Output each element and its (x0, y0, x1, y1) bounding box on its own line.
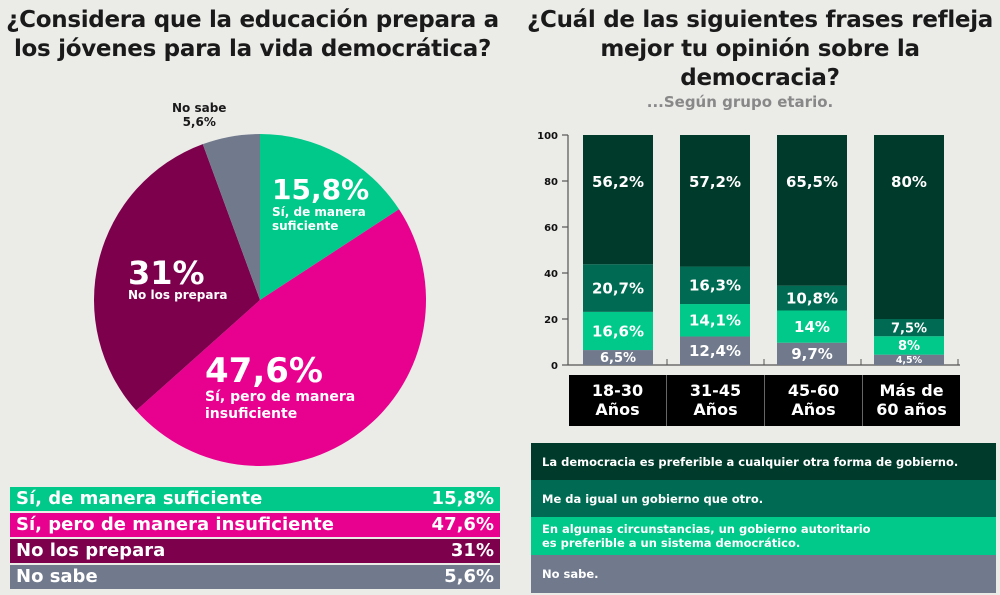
age-line2: Años (595, 400, 640, 419)
bar-data-label: 9,7% (791, 345, 833, 363)
bar-segment (777, 310, 847, 343)
pie-legend: Sí, de manera suficiente 15,8% Sí, pero d… (10, 487, 500, 591)
bar-segment (680, 336, 750, 365)
y-tick-label: 60 (544, 223, 558, 234)
legend-label: Me da igual un gobierno que otro. (542, 491, 764, 506)
age-group-label: 18-30 Años (569, 375, 667, 426)
pie-value-noprepara: 31% (128, 254, 205, 292)
bar-data-label: 8% (898, 339, 920, 354)
legend-label: No sabe. (542, 567, 599, 581)
bar-data-label: 80% (891, 173, 927, 191)
bar-data-label: 4,5% (896, 355, 923, 366)
bar-segment (874, 336, 944, 355)
bar-segment (874, 354, 944, 365)
bar-data-label: 10,8% (786, 289, 838, 307)
age-group-axis: 18-30 Años 31-45 Años 45-60 Años Más de 60 a… (569, 375, 960, 426)
bar-segment (583, 311, 653, 351)
pie-label-nosabe: No sabe 5,6% (172, 101, 226, 129)
bar-segment (777, 135, 847, 286)
pie-slice (202, 134, 260, 300)
pie-slice (260, 134, 400, 300)
bar-legend-row: La democracia es preferible a cualquier … (531, 443, 996, 480)
legend-label: No los prepara (16, 540, 166, 561)
y-tick-label: 80 (544, 177, 558, 188)
age-line2: Años (693, 400, 738, 419)
age-line1: 31-45 (689, 381, 742, 400)
pie-text-suficiente: Sí, de manera suficiente (272, 205, 366, 233)
pie-legend-row: No los prepara 31% (10, 539, 500, 565)
pie-text-insuficiente: Sí, pero de manera insuficiente (205, 389, 356, 422)
bar-data-label: 57,2% (689, 173, 741, 191)
pie-legend-row: Sí, pero de manera insuficiente 47,6% (10, 513, 500, 539)
bar-data-label: 16,6% (592, 322, 644, 340)
bar-segment (583, 264, 653, 312)
legend-value: 5,6% (444, 566, 494, 587)
pie-value-nosabe: 5,6% (182, 115, 216, 129)
age-line1: 45-60 (787, 381, 840, 400)
legend-value: 47,6% (431, 514, 494, 535)
legend-label: La democracia es preferible a cualquier … (542, 454, 959, 469)
y-tick-label: 100 (537, 131, 558, 142)
bar-data-label: 56,2% (592, 173, 644, 191)
age-line1: Más de (879, 381, 944, 400)
bar-segment (874, 135, 944, 319)
bar-segment (680, 266, 750, 305)
bar-data-label: 12,4% (689, 342, 741, 360)
legend-value: 15,8% (431, 488, 494, 509)
bar-data-label: 14% (794, 318, 830, 336)
bar-legend-row: No sabe. (531, 555, 996, 593)
bar-segment (777, 342, 847, 365)
bar-data-label: 14,1% (689, 312, 741, 330)
age-group-label: Más de 60 años (863, 375, 960, 426)
y-tick-label: 0 (551, 361, 558, 372)
pie-label-suficiente: 15,8% Sí, de manera suficiente (272, 173, 382, 234)
bar-legend-row: Me da igual un gobierno que otro. (531, 480, 996, 517)
pie-text-noprepara: No los prepara (128, 288, 228, 302)
pie-text-nosabe: No sabe (172, 101, 227, 115)
pie-value-insuficiente: 47,6% (205, 351, 323, 391)
pie-slice (136, 209, 426, 466)
legend-label: En algunas circunstancias, un gobierno a… (542, 522, 871, 550)
bar-segment (583, 135, 653, 265)
pie-value-suficiente: 15,8% (272, 173, 370, 206)
pie-chart-title: ¿Considera que la educación prepara a lo… (6, 7, 499, 62)
age-line2: 60 años (876, 400, 947, 419)
legend-value: 31% (450, 540, 494, 561)
age-group-label: 45-60 Años (765, 375, 863, 426)
bar-segment (777, 285, 847, 311)
age-group-label: 31-45 Años (667, 375, 765, 426)
legend-label: Sí, pero de manera insuficiente (16, 514, 334, 535)
bar-legend: La democracia es preferible a cualquier … (531, 443, 996, 593)
pie-label-insuficiente: 47,6% Sí, pero de manera insuficiente (205, 353, 375, 423)
age-line2: Años (791, 400, 836, 419)
bar-data-label: 16,3% (689, 277, 741, 295)
y-tick-label: 40 (544, 269, 558, 280)
pie-legend-row: No sabe 5,6% (10, 565, 500, 591)
bar-segment (874, 319, 944, 337)
age-line1: 18-30 (591, 381, 644, 400)
bar-data-label: 6,5% (600, 351, 636, 366)
bar-chart-subtitle: ...Según grupo etario. (646, 93, 834, 111)
bar-data-label: 20,7% (592, 279, 644, 297)
legend-label: Sí, de manera suficiente (16, 488, 263, 509)
legend-label: No sabe (16, 566, 98, 587)
pie-label-noprepara: 31% No los prepara (128, 254, 228, 302)
bar-chart-title: ¿Cuál de las siguientes frases refleja m… (526, 7, 994, 91)
bar-segment (680, 304, 750, 337)
bar-data-label: 7,5% (891, 321, 927, 336)
bar-legend-row: En algunas circunstancias, un gobierno a… (531, 517, 996, 555)
bar-data-label: 65,5% (786, 173, 838, 191)
pie-slice (93, 144, 260, 411)
y-tick-label: 20 (544, 315, 558, 326)
bar-segment (680, 135, 750, 267)
bar-segment (583, 350, 653, 365)
pie-legend-row: Sí, de manera suficiente 15,8% (10, 487, 500, 513)
